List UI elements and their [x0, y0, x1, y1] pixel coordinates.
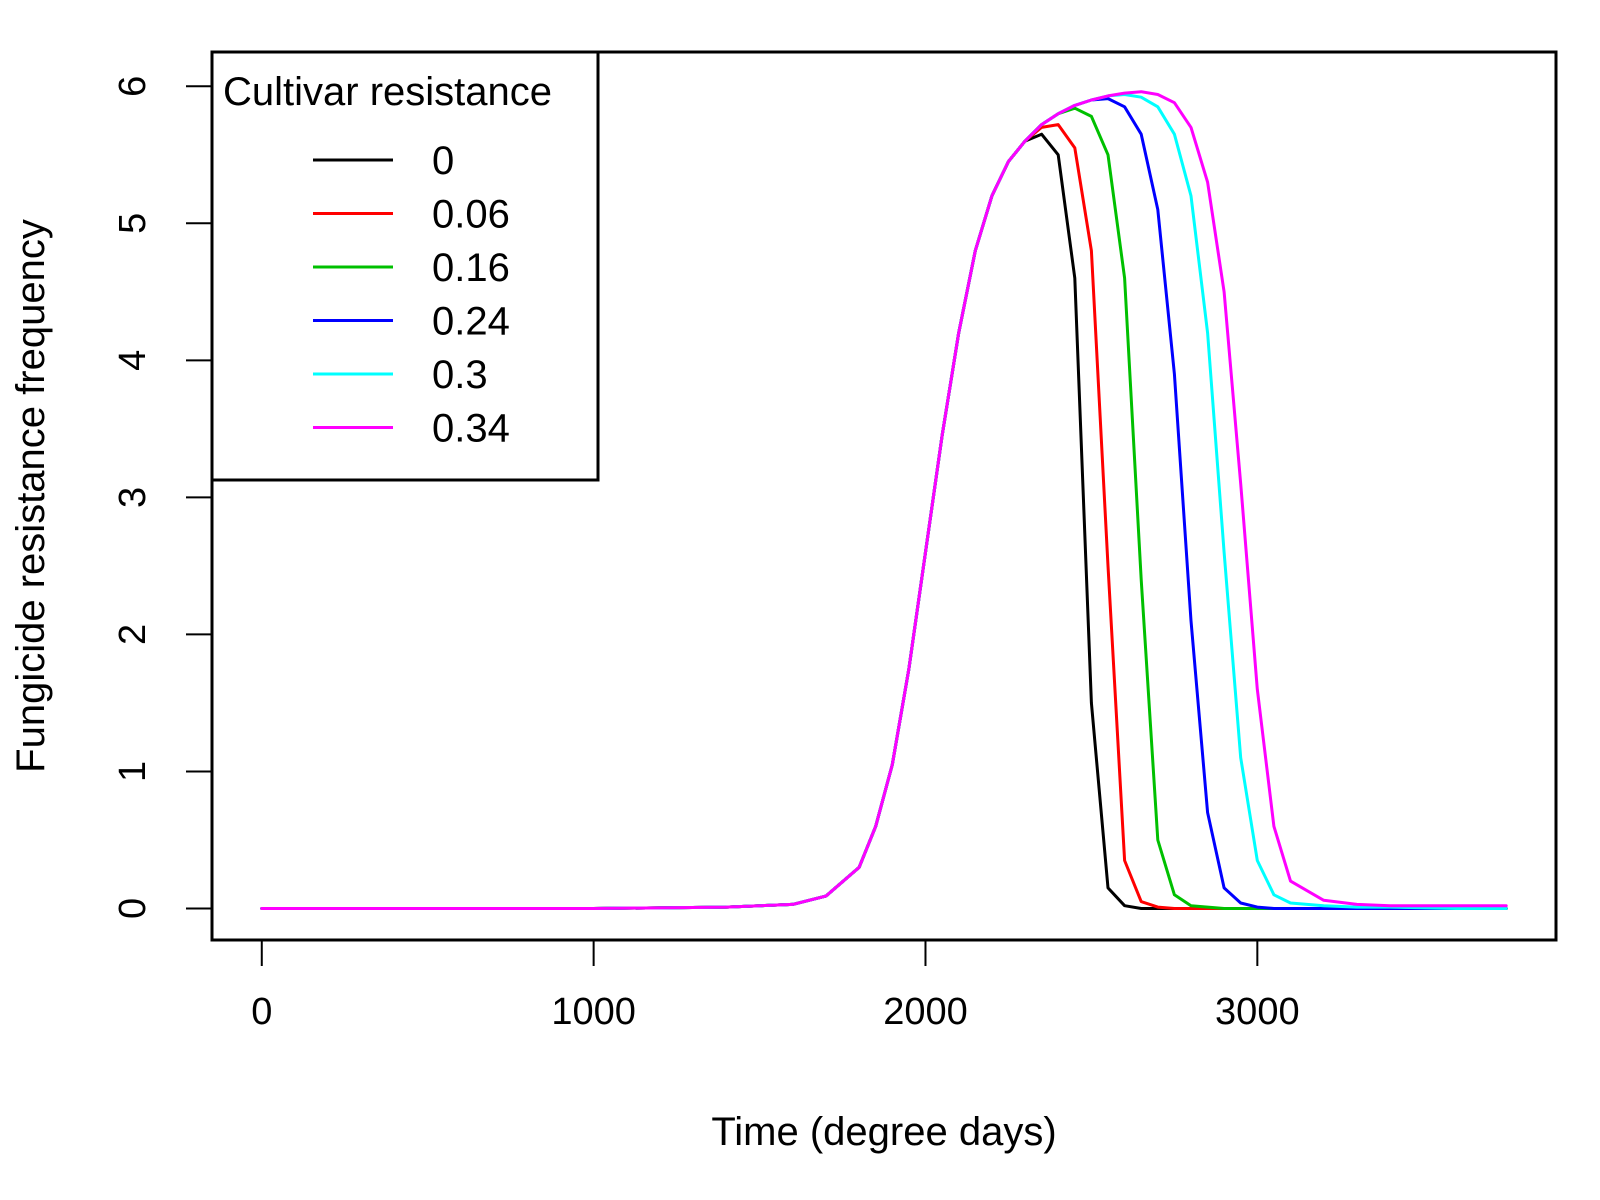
y-tick-label-1: 1	[112, 761, 154, 782]
x-axis-title: Time (degree days)	[711, 1110, 1056, 1154]
y-tick-label-6: 6	[112, 76, 154, 97]
y-tick-label-0: 0	[112, 898, 154, 919]
y-tick-label-5: 5	[112, 213, 154, 234]
x-tick-label-0: 0	[251, 991, 272, 1033]
legend-box	[210, 50, 600, 482]
legend-label-1: 0.06	[432, 193, 510, 237]
series-line-5	[260, 90, 1508, 910]
y-axis: 0 1 2 3 4 5 6	[112, 76, 213, 919]
x-tick-label-1: 1000	[551, 991, 636, 1033]
legend: Cultivar resistance 0 0.06 0.16 0.24 0.3 0.34	[210, 50, 600, 482]
x-axis: 0 1000 2000 3000	[251, 939, 1300, 1033]
x-tick-label-2: 2000	[883, 991, 968, 1033]
y-tick-label-4: 4	[112, 350, 154, 371]
y-tick-label-2: 2	[112, 624, 154, 645]
legend-label-3: 0.24	[432, 300, 510, 344]
series-lines	[260, 90, 1508, 910]
legend-label-4: 0.3	[432, 353, 488, 397]
legend-label-5: 0.34	[432, 407, 510, 451]
y-axis-title: Fungicide resistance frequency	[9, 219, 53, 773]
legend-label-2: 0.16	[432, 246, 510, 290]
legend-label-0: 0	[432, 139, 454, 183]
legend-entries: 0 0.06 0.16 0.24 0.3 0.34	[313, 139, 510, 451]
x-tick-label-3: 3000	[1215, 991, 1300, 1033]
legend-title: Cultivar resistance	[223, 70, 552, 114]
y-tick-label-3: 3	[112, 487, 154, 508]
